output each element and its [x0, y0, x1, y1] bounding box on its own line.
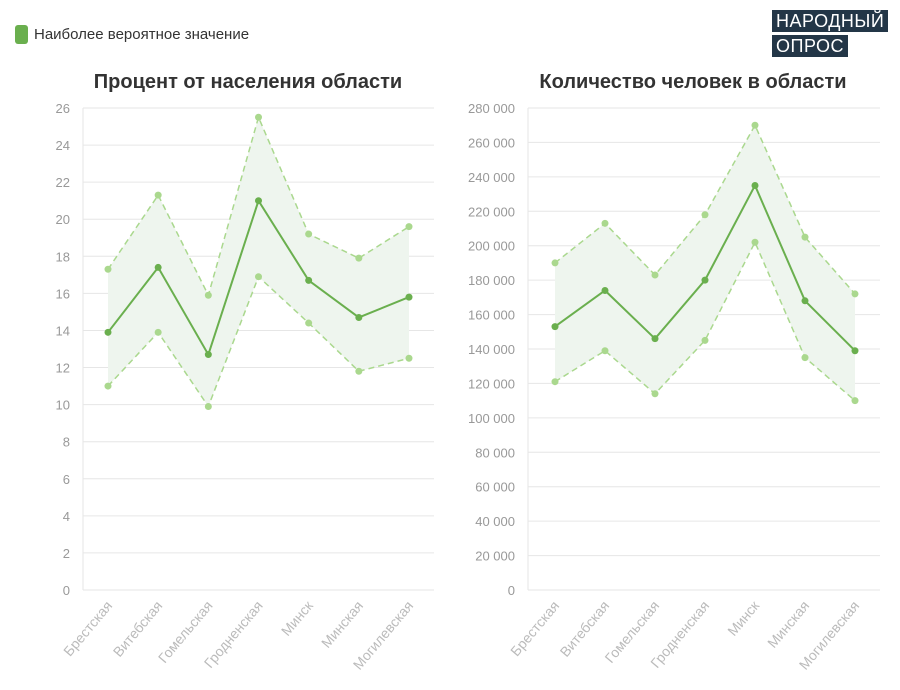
upper-bound-point: [551, 259, 559, 267]
logo-line-1: НАРОДНЫЙ: [772, 10, 889, 32]
y-tick-label: 20 000: [475, 549, 515, 564]
logo-line-2: ОПРОС: [772, 35, 849, 57]
y-tick-label: 240 000: [468, 170, 515, 185]
y-tick-label: 12: [56, 361, 70, 376]
main-series-point: [305, 276, 313, 284]
x-tick-label: Брестская: [507, 598, 562, 659]
lower-bound-point: [751, 238, 759, 246]
lower-bound-point: [551, 378, 559, 386]
confidence-band: [108, 117, 409, 407]
lower-bound-point: [405, 354, 413, 362]
y-tick-label: 80 000: [475, 445, 515, 460]
x-tick-label: Минск: [724, 597, 763, 639]
lower-bound-point: [801, 354, 809, 362]
main-series-point: [751, 181, 759, 189]
upper-bound-point: [255, 113, 262, 121]
legend-swatch: [15, 25, 28, 44]
y-tick-label: 0: [508, 583, 515, 598]
lower-bound-point: [255, 273, 262, 281]
lower-bound-point: [701, 336, 709, 344]
main-series-point: [601, 286, 609, 294]
y-tick-label: 2: [63, 546, 70, 561]
y-tick-label: 14: [56, 323, 70, 338]
main-series-point: [204, 351, 212, 359]
main-series-point: [154, 263, 162, 271]
lower-bound-point: [355, 367, 363, 375]
main-series-point: [405, 293, 413, 301]
upper-bound-point: [405, 223, 413, 231]
main-series-point: [851, 347, 859, 355]
upper-bound-point: [701, 211, 709, 219]
lower-bound-point: [104, 382, 112, 390]
main-series-point: [355, 313, 363, 321]
y-tick-label: 280 000: [468, 101, 515, 116]
y-tick-label: 8: [63, 435, 70, 450]
lower-bound-point: [204, 402, 212, 410]
y-tick-label: 26: [56, 101, 70, 116]
upper-bound-point: [104, 265, 112, 273]
upper-bound-point: [305, 230, 313, 238]
y-tick-label: 60 000: [475, 480, 515, 495]
x-tick-label: Витебская: [110, 598, 166, 660]
y-tick-label: 180 000: [468, 273, 515, 288]
legend-label: Наиболее вероятное значение: [34, 26, 250, 43]
y-tick-label: 260 000: [468, 135, 515, 150]
upper-bound-point: [204, 291, 212, 299]
y-tick-label: 4: [63, 509, 70, 524]
y-tick-label: 100 000: [468, 411, 515, 426]
main-series-point: [255, 197, 262, 205]
confidence-band: [555, 125, 855, 401]
y-tick-label: 24: [56, 138, 70, 153]
chart-title: Процент от населения области: [94, 71, 402, 93]
y-tick-label: 140 000: [468, 342, 515, 357]
upper-bound-point: [154, 191, 162, 199]
lower-bound-point: [601, 347, 609, 355]
y-tick-label: 16: [56, 286, 70, 301]
upper-bound-point: [851, 290, 859, 298]
y-tick-label: 10: [56, 398, 70, 413]
main-series-point: [801, 297, 809, 305]
chart-title: Количество человек в области: [539, 71, 846, 93]
lower-bound-point: [154, 328, 162, 336]
upper-bound-point: [651, 271, 659, 279]
upper-bound-point: [355, 254, 363, 262]
lower-bound-point: [851, 397, 859, 405]
x-tick-label: Минская: [318, 598, 366, 651]
legend: Наиболее вероятное значение: [15, 25, 249, 44]
x-tick-label: Минская: [764, 598, 812, 651]
y-tick-label: 160 000: [468, 308, 515, 323]
y-tick-label: 20: [56, 212, 70, 227]
y-tick-label: 40 000: [475, 514, 515, 529]
lower-bound-point: [305, 319, 313, 327]
x-tick-label: Брестская: [60, 598, 115, 659]
y-tick-label: 22: [56, 175, 70, 190]
main-series-point: [104, 328, 112, 336]
upper-bound-point: [801, 233, 809, 241]
y-tick-label: 0: [63, 583, 70, 598]
logo: НАРОДНЫЙ ОПРОС: [772, 10, 889, 57]
main-series-point: [651, 335, 659, 343]
x-tick-label: Витебская: [557, 598, 613, 660]
main-series-point: [701, 276, 709, 284]
y-tick-label: 6: [63, 472, 70, 487]
y-tick-label: 120 000: [468, 376, 515, 391]
y-tick-label: 200 000: [468, 239, 515, 254]
main-series-point: [551, 323, 559, 331]
lower-bound-point: [651, 390, 659, 398]
y-tick-label: 220 000: [468, 204, 515, 219]
y-tick-label: 18: [56, 249, 70, 264]
upper-bound-point: [601, 219, 609, 227]
x-tick-label: Минск: [278, 597, 317, 639]
upper-bound-point: [751, 121, 759, 129]
